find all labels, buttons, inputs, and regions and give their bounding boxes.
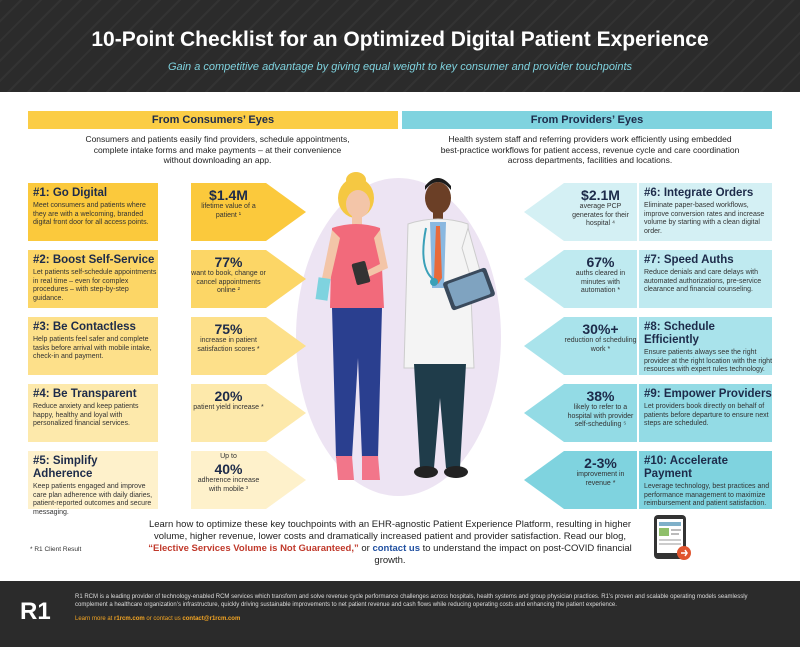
footnote: * R1 Client Result xyxy=(30,546,82,553)
item-title: #2: Boost Self-Service xyxy=(33,254,155,266)
stat-value: $1.4M xyxy=(209,187,248,203)
item-text-box: #8: Schedule Efficiently Ensure patients… xyxy=(639,317,772,375)
item-body: Reduce anxiety and keep patients happy, … xyxy=(33,403,139,427)
item-stat-box: Up to 40% adherence increase with mobile… xyxy=(191,451,266,509)
stat-label: patient yield increase * xyxy=(193,404,264,411)
stat-label: likely to refer to a hospital with provi… xyxy=(567,404,634,428)
stat-value: 75% xyxy=(214,321,243,337)
item-text-box: #7: Speed Auths Reduce denials and care … xyxy=(639,250,772,308)
item-stat-box: 67% auths cleared in minutes with automa… xyxy=(564,250,637,308)
arrow-shape xyxy=(524,451,564,509)
stat-label: auths cleared in minutes with automation… xyxy=(575,270,626,294)
item-stat-box: 38% likely to refer to a hospital with p… xyxy=(564,384,637,442)
contact-link[interactable]: contact us xyxy=(372,543,420,554)
footer-bar xyxy=(0,581,800,647)
doctor-figure xyxy=(403,178,495,478)
arrow-shape xyxy=(524,250,564,308)
item-body: Eliminate paper-based workflows, improve… xyxy=(644,202,765,235)
tablet-blog-icon xyxy=(654,515,691,560)
blog-link[interactable]: “Elective Services Volume is Not Guarant… xyxy=(148,543,359,554)
consumers-heading: From Consumers’ Eyes xyxy=(28,111,398,129)
stat-label: adherence increase with mobile ³ xyxy=(197,477,260,493)
arrow-shape xyxy=(266,183,306,241)
stat-value: $2.1M xyxy=(581,187,620,203)
item-text-box: #3: Be Contactless Help patients feel sa… xyxy=(28,317,158,375)
item-body: Let providers book directly on behalf of… xyxy=(644,403,769,427)
stat-value: 2-3% xyxy=(584,455,617,471)
item-text-box: #1: Go Digital Meet consumers and patien… xyxy=(28,183,158,241)
item-text-box: #4: Be Transparent Reduce anxiety and ke… xyxy=(28,384,158,442)
item-title: #10: Accelerate Payment xyxy=(644,455,728,480)
call-to-action: Learn how to optimize these key touchpoi… xyxy=(140,519,640,567)
item-text-box: #5: Simplify Adherence Keep patients eng… xyxy=(28,451,158,516)
r1-logo: R1 xyxy=(20,598,51,625)
item-stat-box: 30%+ reduction of scheduling work * xyxy=(564,317,637,375)
stat-value: 20% xyxy=(214,388,243,404)
arrow-shape xyxy=(266,317,306,375)
footer-about-text: R1 RCM is a leading provider of technolo… xyxy=(75,594,748,608)
stat-prefix: Up to xyxy=(220,453,237,460)
item-body: Let patients self-schedule appointments … xyxy=(33,269,157,302)
email-link[interactable]: contact@r1rcm.com xyxy=(182,616,241,622)
header-banner: 10-Point Checklist for an Optimized Digi… xyxy=(0,0,800,92)
item-title: #3: Be Contactless xyxy=(33,321,136,333)
stat-value: 30%+ xyxy=(582,321,619,337)
stat-label: increase in patient satisfaction scores … xyxy=(197,337,260,353)
item-text-box: #9: Empower Providers Let providers book… xyxy=(639,384,772,442)
patient-and-doctor-illustration xyxy=(315,172,495,480)
item-stat-box: 75% increase in patient satisfaction sco… xyxy=(191,317,266,375)
website-link[interactable]: r1rcm.com xyxy=(114,616,145,622)
item-text-box: #10: Accelerate Payment Leverage technol… xyxy=(639,451,772,509)
item-title: #9: Empower Providers xyxy=(644,388,772,400)
item-text-box: #6: Integrate Orders Eliminate paper-bas… xyxy=(639,183,772,241)
item-text-box: #2: Boost Self-Service Let patients self… xyxy=(28,250,158,308)
cta-mid: or xyxy=(358,543,373,554)
item-title: #6: Integrate Orders xyxy=(644,187,754,199)
arrow-shape xyxy=(524,183,564,241)
arrow-shape xyxy=(266,250,306,308)
stat-label: improvement in revenue * xyxy=(576,471,625,487)
stat-value: 67% xyxy=(586,254,615,270)
learn-more-label: Learn more at xyxy=(75,616,113,622)
item-body: Reduce denials and care delays with auto… xyxy=(644,269,762,293)
stat-value: 38% xyxy=(586,388,615,404)
item-title: #4: Be Transparent xyxy=(33,388,137,400)
item-title: #7: Speed Auths xyxy=(644,254,734,266)
providers-heading: From Providers’ Eyes xyxy=(402,111,772,129)
arrow-shape xyxy=(266,384,306,442)
stat-value: 77% xyxy=(214,254,243,270)
contact-label: or contact us xyxy=(146,616,181,622)
item-title: #1: Go Digital xyxy=(33,187,108,199)
stat-label: average PCP generates for their hospital… xyxy=(572,203,629,227)
stat-value: 40% xyxy=(214,461,243,477)
consumers-description: Consumers and patients easily find provi… xyxy=(85,134,350,165)
stat-label: lifetime value of a patient ¹ xyxy=(201,203,256,219)
arrow-shape xyxy=(524,317,564,375)
item-stat-box: 20% patient yield increase * xyxy=(191,384,266,442)
item-body: Meet consumers and patients where they a… xyxy=(33,202,149,226)
stat-label: reduction of scheduling work * xyxy=(564,337,637,353)
item-stat-box: $2.1M average PCP generates for their ho… xyxy=(564,183,637,241)
item-body: Keep patients engaged and improve care p… xyxy=(33,483,153,516)
item-stat-box: 77% want to book, change or cancel appoi… xyxy=(191,250,266,308)
cta-text: Learn how to optimize these key touchpoi… xyxy=(148,519,632,542)
page-subtitle: Gain a competitive advantage by giving e… xyxy=(167,61,633,73)
item-body: Help patients feel safer and complete ta… xyxy=(33,336,152,360)
item-stat-box: $1.4M lifetime value of a patient ¹ xyxy=(191,183,266,241)
stat-label: want to book, change or cancel appointme… xyxy=(191,270,266,294)
cta-end: to understand the impact on post-COVID f… xyxy=(374,543,632,566)
providers-description: Health system staff and referring provid… xyxy=(440,134,740,165)
patient-figure xyxy=(315,172,388,480)
page-title: 10-Point Checklist for an Optimized Digi… xyxy=(91,28,709,51)
item-body: Leverage technology, best practices and … xyxy=(644,483,770,507)
item-stat-box: 2-3% improvement in revenue * xyxy=(564,451,637,509)
footer-links: Learn more at r1rcm.com or contact us co… xyxy=(75,616,240,622)
arrow-shape xyxy=(266,451,306,509)
item-body: Ensure patients always see the right pro… xyxy=(644,349,773,373)
arrow-shape xyxy=(524,384,564,442)
item-title: #5: Simplify Adherence xyxy=(33,455,98,480)
item-title: #8: Schedule Efficiently xyxy=(644,321,715,346)
